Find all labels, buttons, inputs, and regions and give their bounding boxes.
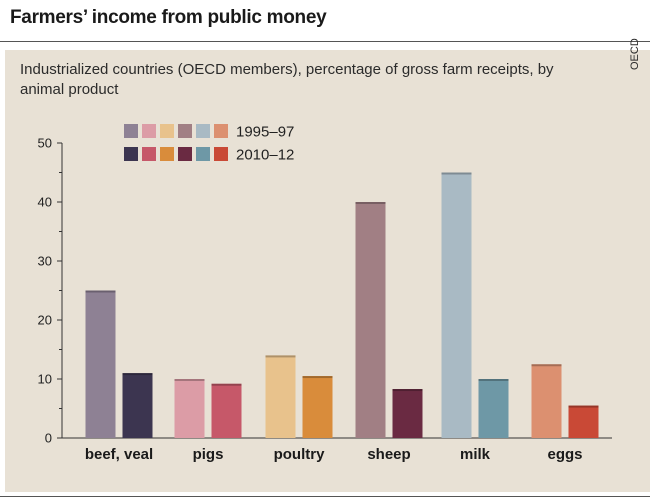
bar-late-beef-veal [122,373,153,438]
bar-late-pigs [211,383,242,438]
bars [85,172,599,438]
bar-early-poultry [265,355,296,438]
bar-top-edge [478,379,509,381]
legend-swatch [142,124,156,138]
legend-label: 2010–12 [236,147,294,164]
y-tick-label: 50 [38,136,52,151]
bar-late-sheep [392,389,423,438]
legend-swatch [178,147,192,161]
category-label: pigs [193,446,224,463]
bar-early-sheep [355,202,386,438]
y-tick-label: 0 [45,431,52,446]
category-label: eggs [547,446,582,463]
bar-top-edge [174,379,205,381]
y-tick-label: 30 [38,254,52,269]
category-labels: beef, veal pigs poultry sheep milk eggs [85,446,583,463]
bar-top-edge [392,389,423,392]
legend-swatch [178,124,192,138]
bar-top-edge [568,405,599,408]
bar-late-poultry [302,376,333,438]
legend-swatch [160,124,174,138]
category-label: beef, veal [85,446,153,463]
legend-swatch [214,124,228,138]
legend-swatch [160,147,174,161]
legend-label: 1995–97 [236,124,294,141]
legend-swatch [124,124,138,138]
legend-swatch [142,147,156,161]
bar-top-edge [85,290,116,293]
chart-subtitle: Industrialized countries (OECD members),… [20,61,554,98]
page-title: Farmers’ income from public money [10,7,327,28]
y-tick-label: 40 [38,195,52,210]
bar-top-edge [355,202,386,204]
legend: 1995–97 2010–12 [124,124,294,164]
legend-swatch [196,147,210,161]
bar-early-milk [441,172,472,438]
bar-top-edge [531,364,562,367]
y-tick-label: 10 [38,372,52,387]
bar-early-eggs [531,364,562,438]
bar-top-edge [122,373,153,376]
bar-top-edge [265,355,296,358]
bar-top-edge [211,383,242,386]
bar-late-eggs [568,405,599,438]
legend-swatch [124,147,138,161]
bar-early-beef-veal [85,290,116,438]
bar-early-pigs [174,379,205,438]
bar-late-milk [478,379,509,438]
legend-swatch [196,124,210,138]
bottom-divider [0,496,650,497]
category-label: poultry [274,446,325,463]
y-tick-label: 20 [38,313,52,328]
category-label: milk [460,446,491,463]
bar-top-edge [302,376,333,379]
title-divider [0,41,650,42]
legend-swatch [214,147,228,161]
y-axis: 0 10 20 30 40 50 [38,136,612,446]
bar-top-edge [441,172,472,175]
category-label: sheep [367,446,410,463]
